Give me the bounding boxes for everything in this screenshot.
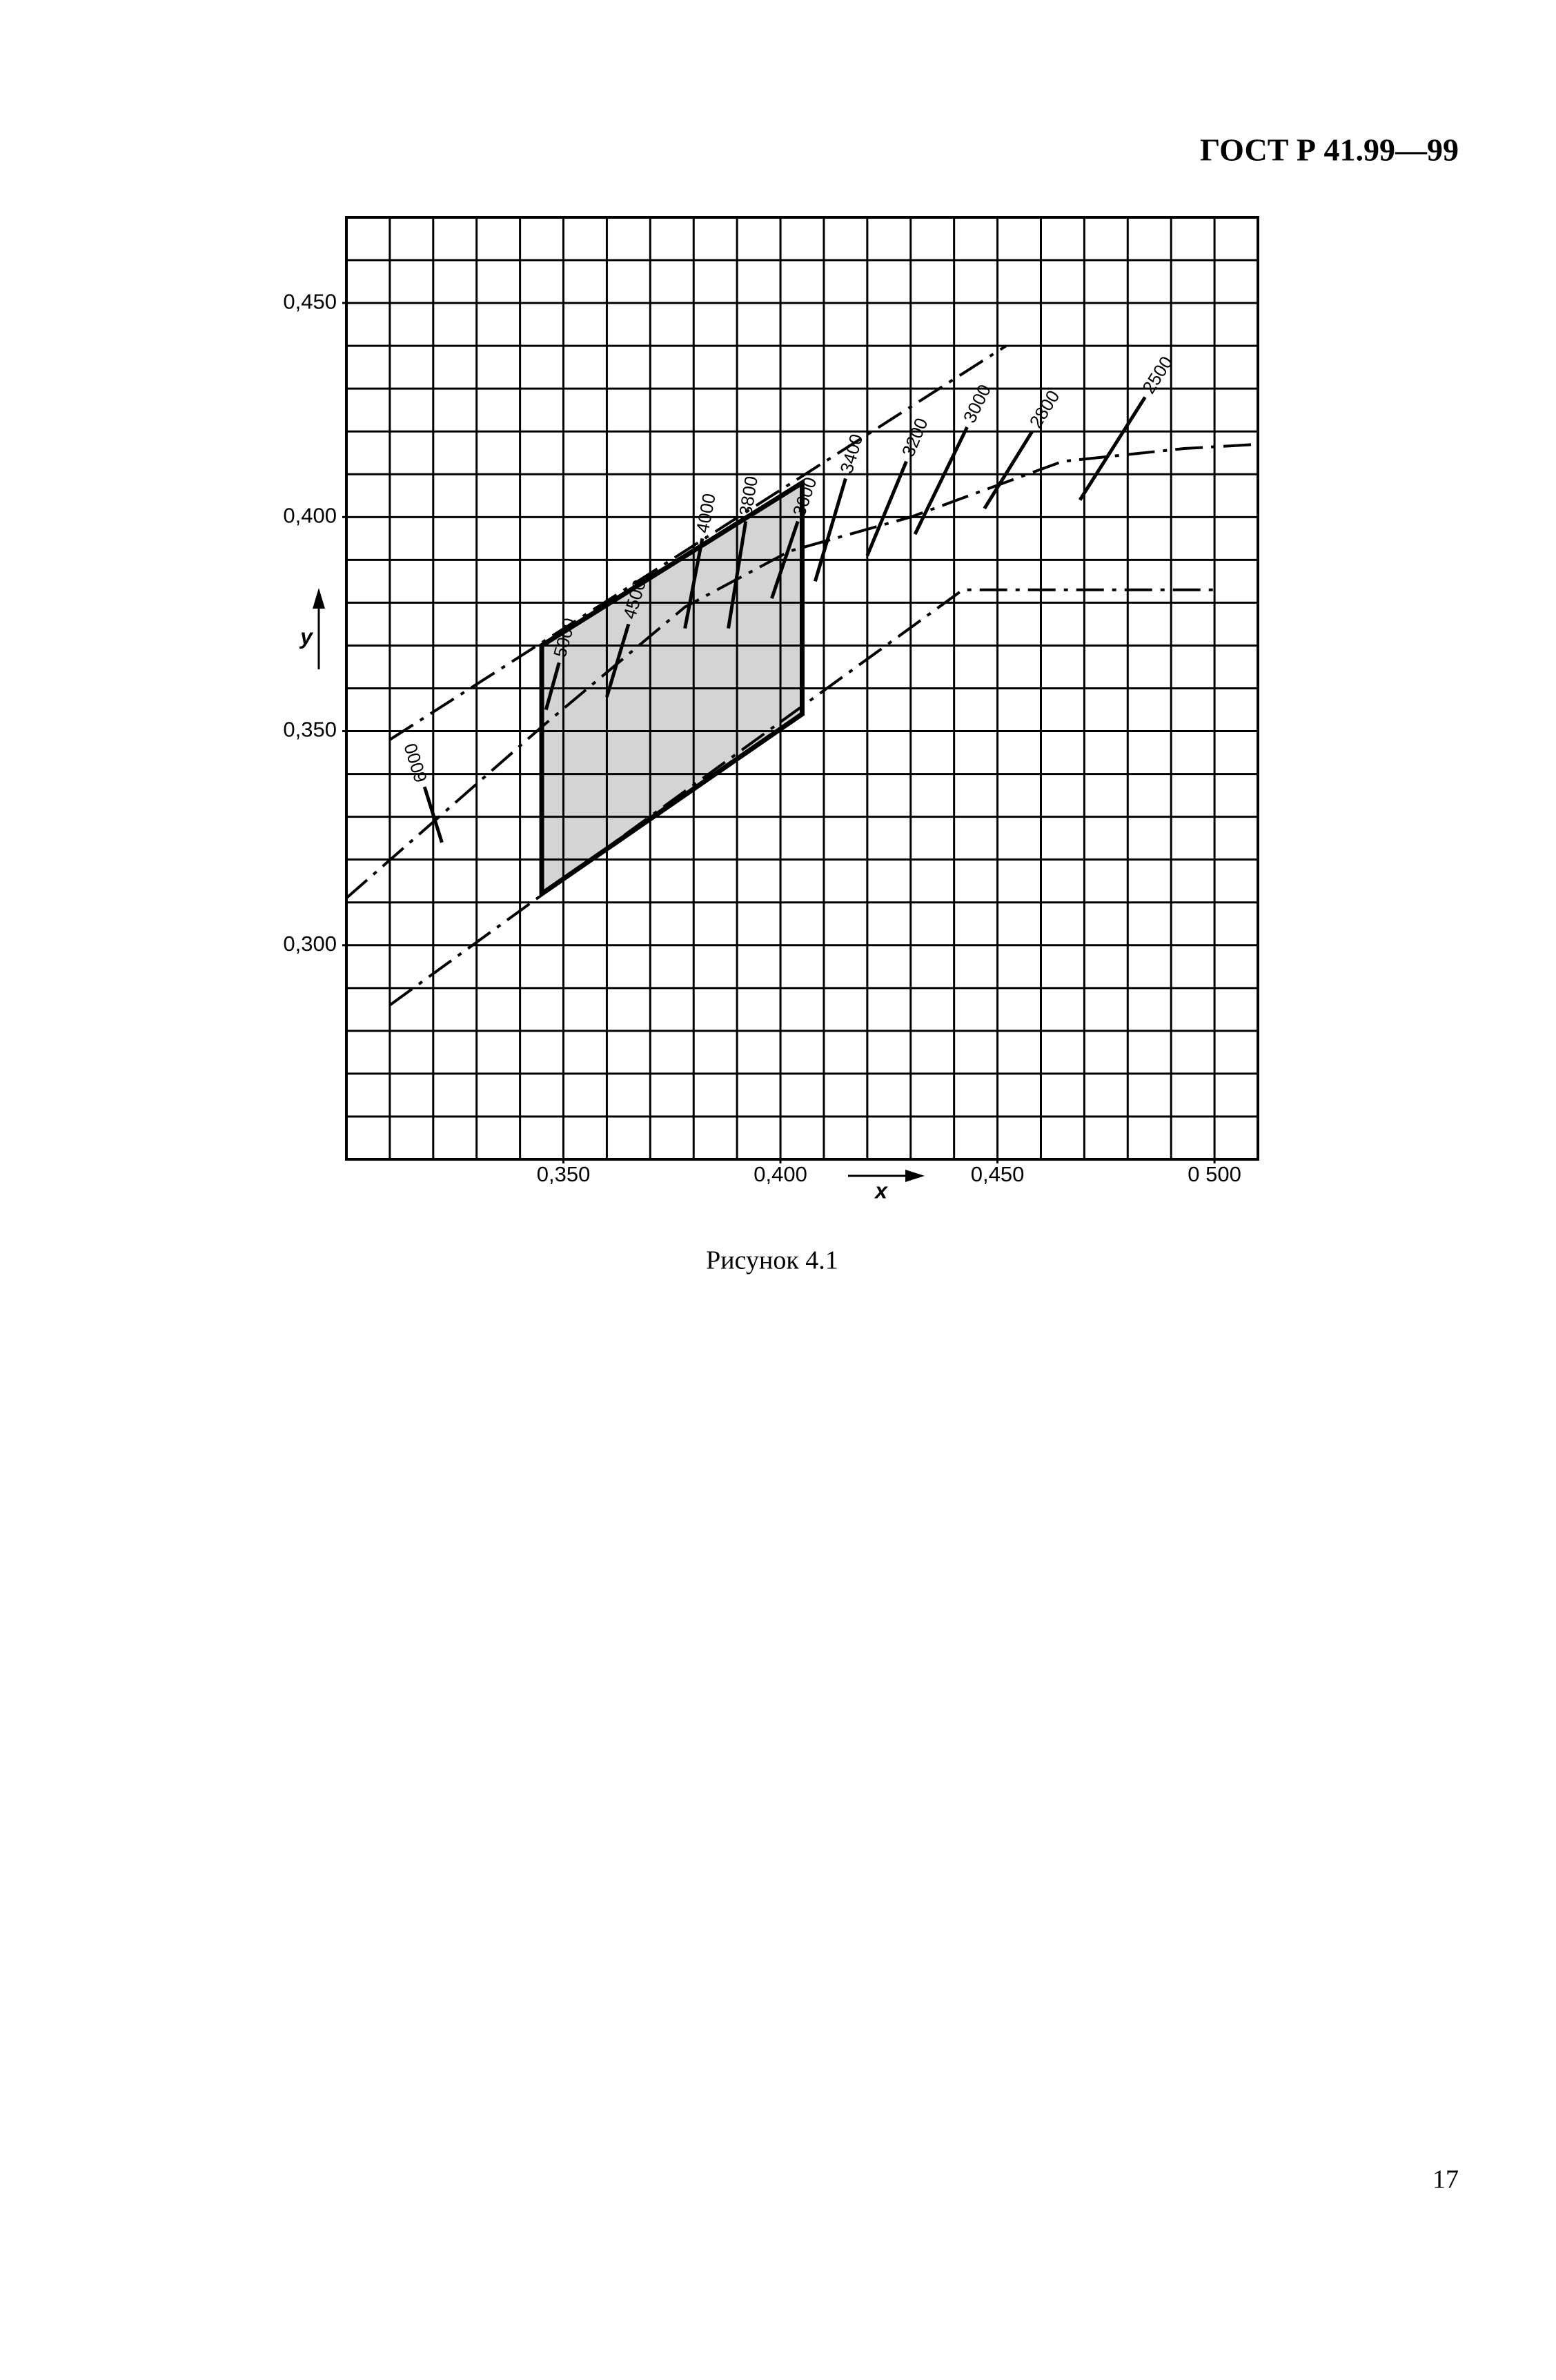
x-axis-label: x <box>874 1178 888 1203</box>
x-tick-label: 0,450 <box>971 1162 1025 1186</box>
isotherm-label: 3600 <box>789 475 821 519</box>
x-tick-label: 0 500 <box>1188 1162 1241 1186</box>
isotherm <box>770 520 800 600</box>
isotherm <box>865 460 908 557</box>
y-axis-label: y <box>299 624 314 649</box>
series-line <box>345 442 1259 900</box>
chart: 0,350 0,400 0,450 0 500 0,300 0,350 0,400 0,450… <box>283 216 1259 1203</box>
isotherm-label: 2800 <box>1025 386 1064 431</box>
isotherm <box>727 521 748 629</box>
isotherm <box>1078 396 1147 501</box>
isotherm <box>983 430 1034 510</box>
isotherm <box>422 786 444 843</box>
page-number: 17 <box>1432 2165 1459 2194</box>
y-tick-label: 0,450 <box>283 289 337 313</box>
isotherm-label: 3200 <box>898 415 932 460</box>
isotherm-label: 3400 <box>836 431 867 475</box>
y-tick-label: 0,300 <box>283 932 337 956</box>
series-line <box>388 344 1007 741</box>
y-axis-arrowhead <box>313 588 325 609</box>
plot-frame <box>345 216 1259 1161</box>
isotherm <box>913 426 969 535</box>
x-tick-label: 0,350 <box>537 1162 591 1186</box>
isotherm <box>683 538 705 629</box>
y-tick-label: 0,400 <box>283 504 337 528</box>
y-tick-label: 0,350 <box>283 718 337 742</box>
caption: Рисунок 4.1 <box>706 1246 838 1275</box>
x-tick-label: 0,400 <box>754 1162 807 1186</box>
isotherm-label: 4000 <box>692 491 720 534</box>
isotherm-label: 6000 <box>400 741 431 785</box>
header: ГОСТ Р 41.99—99 <box>1200 132 1459 168</box>
series-line <box>388 588 1215 1007</box>
isotherm <box>605 623 631 698</box>
isotherm <box>544 662 561 711</box>
x-axis-arrowhead <box>905 1170 925 1182</box>
isotherm <box>813 478 847 582</box>
